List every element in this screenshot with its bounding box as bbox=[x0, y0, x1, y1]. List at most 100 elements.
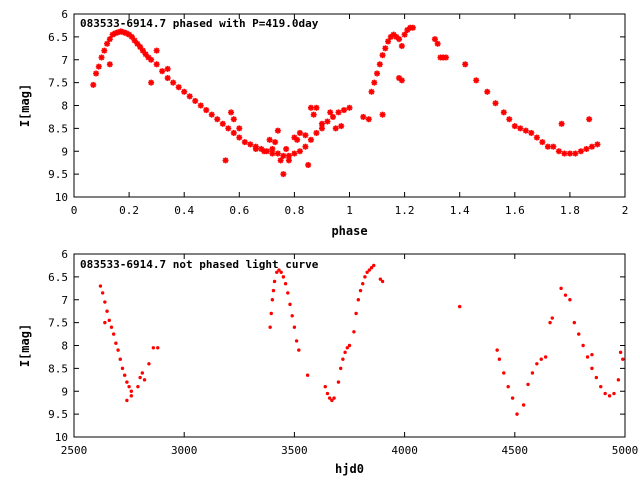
phased-data-point bbox=[382, 45, 389, 52]
phased-data-point bbox=[561, 150, 568, 157]
unphased-data-point bbox=[279, 270, 283, 274]
phased-data-point bbox=[225, 125, 232, 132]
unphased-data-point bbox=[138, 375, 142, 380]
phased-data-point bbox=[558, 120, 565, 127]
phased-data-point bbox=[434, 40, 441, 47]
phased-data-point bbox=[139, 47, 146, 54]
unphased-data-point bbox=[356, 298, 361, 302]
unphased-data-point bbox=[345, 346, 349, 350]
phased-data-point bbox=[398, 43, 405, 50]
unphased-data-point bbox=[111, 332, 116, 336]
unphased-y-tick-label: 10 bbox=[55, 431, 68, 444]
unphased-y-tick-label: 7.5 bbox=[48, 317, 68, 330]
unphased-data-point bbox=[358, 288, 363, 293]
phased-data-point bbox=[236, 125, 243, 132]
phased-data-point bbox=[219, 120, 226, 127]
phased-data-point bbox=[398, 77, 405, 84]
unphased-data-point bbox=[281, 275, 286, 279]
unphased-data-point bbox=[548, 320, 552, 325]
phased-data-point bbox=[302, 143, 309, 150]
unphased-data-point bbox=[129, 394, 134, 398]
phased-data-point bbox=[360, 113, 367, 120]
unphased-data-point bbox=[332, 396, 336, 400]
unphased-y-tick-label: 6.5 bbox=[48, 271, 68, 284]
unphased-x-tick-label: 3500 bbox=[281, 444, 308, 457]
phased-data-point bbox=[302, 132, 309, 139]
unphased-x-tick-label: 2500 bbox=[61, 444, 88, 457]
phased-y-tick-label: 8.5 bbox=[48, 122, 68, 135]
phased-data-point bbox=[409, 24, 416, 31]
phased-data-point bbox=[214, 116, 221, 123]
phased-x-tick-label: 1.8 bbox=[560, 204, 580, 217]
phased-data-point bbox=[247, 141, 254, 148]
phased-data-point bbox=[142, 51, 149, 58]
phased-x-tick-label: 1.4 bbox=[450, 204, 470, 217]
phased-chart-title: 083533-6914.7 phased with P=419.0day bbox=[80, 17, 319, 30]
phased-data-point bbox=[236, 134, 243, 141]
unphased-data-point bbox=[581, 343, 585, 348]
phased-data-point bbox=[396, 36, 403, 43]
phased-data-point bbox=[159, 68, 166, 75]
phased-data-point bbox=[261, 148, 268, 155]
phased-data-point bbox=[228, 109, 235, 116]
phased-data-point bbox=[277, 157, 284, 164]
unphased-data-point bbox=[621, 357, 625, 361]
unphased-data-point bbox=[103, 320, 107, 325]
unphased-data-point bbox=[109, 325, 114, 329]
phased-data-point bbox=[555, 148, 562, 155]
phased-x-tick-label: 0.2 bbox=[119, 204, 139, 217]
phased-data-point bbox=[222, 157, 229, 164]
phased-data-point bbox=[522, 127, 529, 134]
phased-data-point bbox=[296, 129, 303, 136]
unphased-data-point bbox=[618, 350, 623, 355]
unphased-data-point bbox=[103, 300, 107, 304]
unphased-y-tick-label: 6 bbox=[61, 248, 68, 261]
phased-data-point bbox=[291, 150, 298, 157]
unphased-data-point bbox=[292, 325, 297, 329]
unphased-plot-frame bbox=[73, 253, 626, 438]
phased-data-point bbox=[500, 109, 507, 116]
phased-data-point bbox=[241, 139, 248, 146]
unphased-data-point bbox=[325, 391, 330, 396]
unphased-data-point bbox=[156, 346, 160, 350]
phased-data-point bbox=[492, 100, 499, 107]
phased-data-point bbox=[164, 65, 171, 72]
unphased-data-point bbox=[341, 357, 345, 361]
phased-data-point bbox=[170, 79, 177, 86]
unphased-x-tick-label: 5000 bbox=[612, 444, 639, 457]
unphased-axis-ticks: 2500 3000 3500 4000 4500 5000 6 6.5 7 7.5 8 8.5 9 9.5… bbox=[48, 248, 638, 457]
phased-data-point bbox=[175, 84, 182, 91]
unphased-data-point bbox=[458, 304, 462, 309]
unphased-data-point bbox=[271, 288, 276, 293]
unphased-data-point bbox=[594, 375, 599, 380]
unphased-data-point bbox=[590, 352, 594, 357]
phased-y-tick-label: 10 bbox=[55, 191, 68, 204]
phased-y-tick-label: 9.5 bbox=[48, 168, 68, 181]
phased-data-point bbox=[148, 79, 155, 86]
phased-data-point bbox=[266, 136, 273, 143]
unphased-data-point bbox=[107, 318, 111, 323]
phased-data-point bbox=[197, 102, 204, 109]
unphased-y-tick-label: 9 bbox=[61, 385, 68, 398]
unphased-data-point bbox=[510, 396, 515, 400]
unphased-y-tick-label: 9.5 bbox=[48, 408, 68, 421]
phased-data-point bbox=[332, 125, 339, 132]
phased-y-tick-label: 8 bbox=[61, 100, 68, 113]
unphased-x-tick-label: 4000 bbox=[391, 444, 418, 457]
unphased-data-point bbox=[323, 384, 327, 389]
unphased-data-point bbox=[372, 263, 376, 268]
unphased-data-point bbox=[563, 293, 568, 297]
unphased-x-axis-label: hjd0 bbox=[335, 462, 364, 476]
phased-data-point bbox=[153, 61, 160, 68]
phased-y-tick-label: 7 bbox=[61, 54, 68, 67]
phased-data-point bbox=[588, 143, 595, 150]
phased-data-point bbox=[539, 139, 546, 146]
unphased-y-tick-label: 8.5 bbox=[48, 362, 68, 375]
unphased-data-point bbox=[590, 366, 594, 371]
unphased-data-point bbox=[497, 357, 502, 361]
phased-data-point bbox=[586, 116, 593, 123]
phased-data-point bbox=[274, 127, 281, 134]
phased-light-curve-panel: 083533-6914.7 phased with P=419.0day pha… bbox=[18, 8, 628, 238]
phased-data-point bbox=[274, 150, 281, 157]
